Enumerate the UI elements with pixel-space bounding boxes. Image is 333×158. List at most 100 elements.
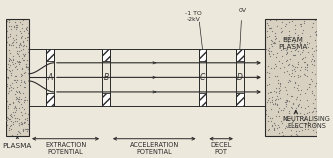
Point	[25, 118, 30, 121]
Point	[10, 43, 16, 46]
Point	[286, 37, 291, 40]
Point	[16, 107, 21, 110]
Point	[7, 124, 13, 127]
Point	[277, 67, 283, 69]
Point	[282, 86, 287, 88]
Point	[308, 60, 314, 63]
Point	[4, 20, 10, 22]
Point	[299, 66, 304, 68]
Point	[285, 81, 291, 83]
Point	[280, 109, 286, 111]
Point	[25, 66, 30, 68]
Point	[276, 98, 281, 100]
Point	[297, 23, 303, 26]
Point	[313, 30, 318, 32]
Point	[7, 83, 12, 86]
Bar	[46, 49, 54, 61]
Point	[15, 60, 20, 63]
Point	[304, 99, 309, 101]
Point	[274, 25, 279, 27]
Point	[285, 41, 290, 44]
Point	[313, 107, 318, 109]
Point	[297, 75, 302, 77]
Point	[276, 39, 281, 42]
Point	[274, 37, 279, 39]
Point	[296, 73, 301, 76]
Point	[8, 24, 13, 27]
Point	[290, 119, 295, 122]
Point	[307, 82, 312, 85]
Point	[11, 37, 16, 40]
Point	[14, 79, 20, 82]
Point	[12, 92, 17, 95]
Point	[295, 36, 301, 39]
Point	[265, 23, 271, 26]
Point	[292, 110, 297, 112]
Point	[292, 109, 298, 111]
Point	[7, 118, 12, 121]
Point	[273, 86, 278, 89]
Point	[266, 72, 272, 75]
Point	[17, 84, 22, 87]
Point	[290, 44, 295, 47]
Point	[18, 103, 23, 105]
Point	[308, 82, 313, 85]
Point	[22, 54, 27, 56]
Point	[6, 86, 11, 89]
Point	[272, 31, 277, 34]
Point	[6, 90, 11, 92]
Point	[267, 117, 273, 119]
Point	[302, 92, 308, 94]
Point	[297, 53, 302, 56]
Point	[6, 77, 11, 79]
Point	[276, 89, 281, 92]
Point	[296, 76, 301, 79]
Point	[279, 122, 284, 125]
Point	[304, 63, 309, 66]
Point	[292, 54, 297, 57]
Point	[272, 63, 277, 65]
Point	[15, 97, 21, 100]
Point	[11, 79, 17, 81]
Point	[289, 106, 294, 109]
Point	[20, 122, 25, 124]
Point	[21, 101, 26, 103]
Point	[282, 127, 287, 129]
Point	[7, 59, 12, 61]
Point	[294, 48, 299, 51]
Point	[13, 81, 19, 83]
Point	[293, 107, 298, 109]
Point	[21, 120, 26, 123]
Point	[277, 92, 282, 94]
Point	[306, 110, 311, 113]
Point	[279, 29, 285, 32]
Point	[14, 89, 19, 92]
Point	[273, 19, 278, 21]
Point	[21, 91, 26, 94]
Point	[4, 85, 10, 87]
Bar	[265, 19, 317, 136]
Point	[274, 52, 279, 54]
Point	[300, 128, 305, 131]
Point	[12, 106, 17, 109]
Point	[303, 68, 308, 70]
Point	[286, 79, 291, 81]
Point	[289, 134, 294, 137]
Point	[276, 87, 282, 89]
Point	[276, 110, 281, 113]
Point	[271, 40, 276, 43]
Point	[19, 35, 25, 37]
Point	[4, 68, 9, 70]
Point	[267, 55, 272, 58]
Point	[268, 66, 273, 69]
Point	[310, 71, 315, 73]
Point	[302, 66, 308, 68]
Point	[283, 99, 289, 101]
Point	[302, 73, 307, 76]
Point	[9, 113, 14, 115]
Point	[21, 86, 27, 88]
Point	[278, 83, 283, 85]
Point	[293, 65, 298, 68]
Bar	[236, 94, 244, 106]
Point	[21, 129, 26, 132]
